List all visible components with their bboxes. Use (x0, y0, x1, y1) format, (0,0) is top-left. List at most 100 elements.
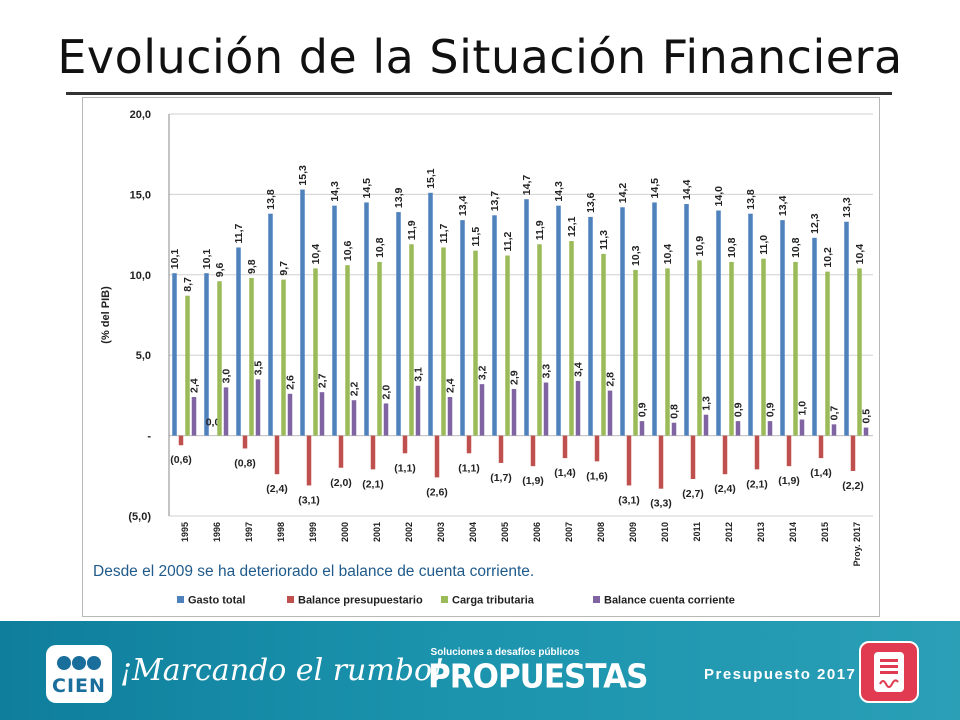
bar (716, 210, 721, 436)
bar (607, 390, 613, 436)
bar (178, 435, 184, 446)
bar (761, 258, 766, 436)
bar (735, 421, 741, 436)
bar (626, 435, 632, 486)
x-tick-label: 1997 (244, 522, 254, 542)
legend-label: Balance presupuestario (298, 595, 423, 607)
data-label: 12,1 (566, 216, 578, 237)
bar (492, 215, 497, 436)
data-label: 2,6 (285, 375, 297, 390)
data-label: 9,6 (214, 262, 226, 277)
x-tick-label: 1998 (276, 522, 286, 542)
data-label: 11,7 (438, 223, 450, 243)
x-tick-label: 2004 (468, 522, 478, 542)
data-label: 11,2 (502, 231, 514, 251)
bar (850, 435, 856, 471)
data-label: 10,1 (169, 249, 181, 270)
data-label: 0,9 (637, 402, 649, 417)
data-label: (0,6) (170, 454, 192, 466)
data-label: 14,7 (521, 175, 533, 196)
bar (754, 435, 760, 470)
data-label: 14,4 (681, 179, 693, 200)
bar (825, 271, 830, 436)
data-label: 11,7 (233, 223, 245, 243)
bar (780, 220, 785, 436)
bar (799, 419, 805, 436)
x-tick-label: 1996 (212, 522, 222, 542)
bar (434, 435, 440, 478)
data-label: 14,3 (329, 181, 341, 202)
data-label: 1,0 (797, 401, 809, 416)
x-tick-label: 2010 (660, 522, 670, 542)
bar (524, 199, 529, 436)
bar (665, 268, 670, 436)
data-label: 9,8 (246, 259, 258, 274)
legend-label: Gasto total (188, 595, 245, 607)
data-label: (2,2) (842, 480, 864, 492)
data-label: (2,6) (426, 486, 448, 498)
data-label: (1,4) (810, 467, 832, 479)
propuestas-logo: PROPUESTAS (428, 658, 648, 696)
data-label: 3,2 (477, 365, 489, 380)
data-label: (2,0) (330, 477, 352, 489)
legend-label: Balance cuenta corriente (604, 595, 735, 607)
bar (537, 244, 542, 436)
y-tick-label: 15,0 (130, 189, 151, 201)
bar (287, 393, 293, 436)
data-label: 11,5 (470, 227, 482, 247)
data-label: 2,4 (189, 378, 201, 393)
data-label: 14,0 (713, 186, 725, 207)
data-label: 15,1 (425, 168, 437, 189)
data-label: 14,3 (553, 181, 565, 202)
y-axis-title: (% del PIB) (100, 286, 112, 344)
y-tick-label: - (147, 431, 151, 443)
x-tick-label: 2001 (372, 522, 382, 542)
bar (460, 220, 465, 436)
data-label: (1,4) (554, 467, 576, 479)
x-tick-label: 2002 (404, 522, 414, 542)
cien-logo: CIEN (46, 645, 112, 703)
bar (281, 279, 286, 436)
data-label: (2,4) (714, 483, 736, 495)
data-label: 8,7 (182, 277, 194, 292)
bar (831, 424, 837, 436)
x-tick-label: 1999 (308, 522, 318, 542)
logo-dots-icon (57, 656, 101, 670)
bar (530, 435, 536, 467)
data-label: 2,9 (509, 370, 521, 385)
bar (556, 205, 561, 436)
bar (748, 213, 753, 436)
bar (793, 261, 798, 436)
bar (690, 435, 696, 480)
data-label: 10,8 (790, 237, 802, 258)
data-label: 0,5 (861, 409, 873, 424)
data-label: (1,9) (522, 475, 544, 487)
data-label: 0,8 (669, 404, 681, 419)
bar (594, 435, 600, 462)
data-label: 13,6 (585, 192, 597, 213)
data-label: (0,8) (234, 457, 256, 469)
bar (274, 435, 280, 475)
bar (697, 260, 702, 436)
data-label: 2,0 (381, 385, 393, 400)
data-label: 2,2 (349, 381, 361, 396)
data-label: 2,4 (445, 378, 457, 393)
data-label: 12,3 (809, 213, 821, 234)
data-label: 13,9 (393, 187, 405, 208)
bar-chart: 20,0 15,0 10,0 5,0 - (5,0) (% del PIB) 10,1 10,1… (93, 109, 873, 607)
y-tick-label: 20,0 (130, 109, 151, 121)
y-tick-label: (5,0) (128, 511, 151, 523)
data-label: (3,1) (298, 494, 320, 506)
bar (319, 392, 325, 436)
data-label: 10,8 (374, 237, 386, 258)
bar (441, 247, 446, 436)
data-label: (2,1) (362, 478, 384, 490)
bar (511, 388, 517, 436)
data-label: (1,7) (490, 472, 512, 484)
data-label: (2,7) (682, 488, 704, 500)
bar (223, 387, 229, 436)
data-label: 11,9 (534, 220, 546, 240)
bar (818, 435, 824, 459)
bar (383, 403, 389, 436)
bar (633, 269, 638, 436)
